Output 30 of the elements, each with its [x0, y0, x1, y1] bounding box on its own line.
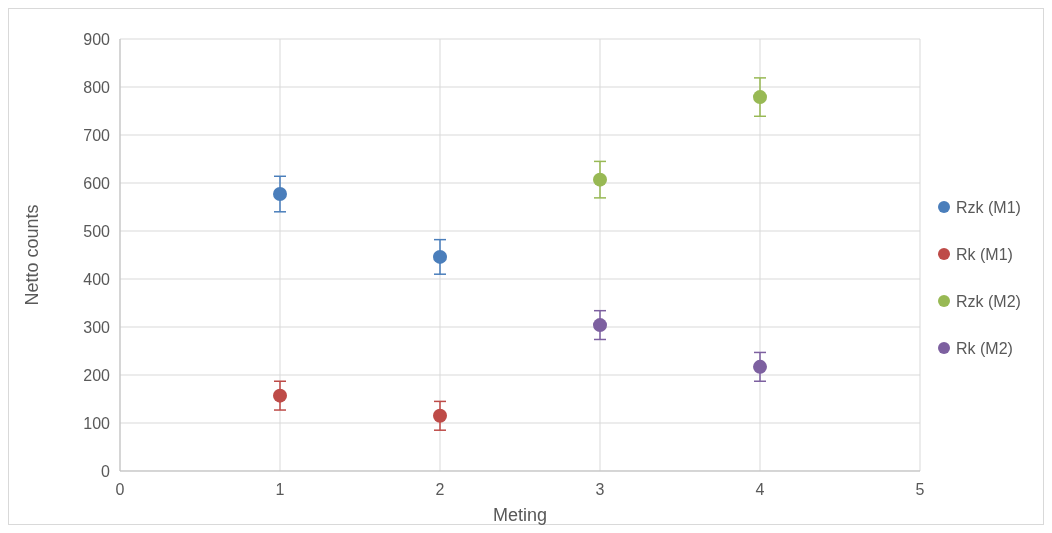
y-tick-label: 100: [83, 414, 111, 432]
y-tick-label: 600: [83, 174, 111, 192]
legend-label: Rk (M1): [956, 245, 1013, 263]
point: [593, 172, 607, 187]
legend-label: Rzk (M1): [956, 198, 1021, 216]
x-tick-label: 4: [755, 481, 765, 498]
point: [593, 318, 607, 333]
point: [433, 408, 447, 423]
x-tick-label: 3: [595, 481, 605, 498]
legend-label: Rzk (M2): [956, 292, 1021, 310]
y-tick-label: 800: [83, 78, 111, 96]
legend-label: Rk (M2): [956, 339, 1013, 357]
y-tick-label: 900: [83, 30, 111, 48]
x-tick-label: 1: [275, 481, 285, 498]
y-tick-label: 200: [83, 366, 111, 384]
x-tick-label: 5: [915, 481, 925, 498]
x-tick-label: 2: [435, 481, 445, 498]
y-axis-title: Netto counts: [22, 204, 42, 306]
point: [273, 388, 287, 403]
y-tick-label: 300: [83, 318, 111, 336]
point: [273, 187, 287, 202]
y-tick-label: 0: [101, 462, 111, 480]
y-tick-label: 500: [83, 222, 111, 240]
point: [753, 359, 767, 374]
x-axis-title: Meting: [492, 505, 548, 525]
y-tick-label: 400: [83, 270, 111, 288]
point: [753, 90, 767, 105]
y-tick-label: 700: [83, 126, 111, 144]
point: [433, 249, 447, 264]
x-tick-label: 0: [115, 481, 125, 498]
